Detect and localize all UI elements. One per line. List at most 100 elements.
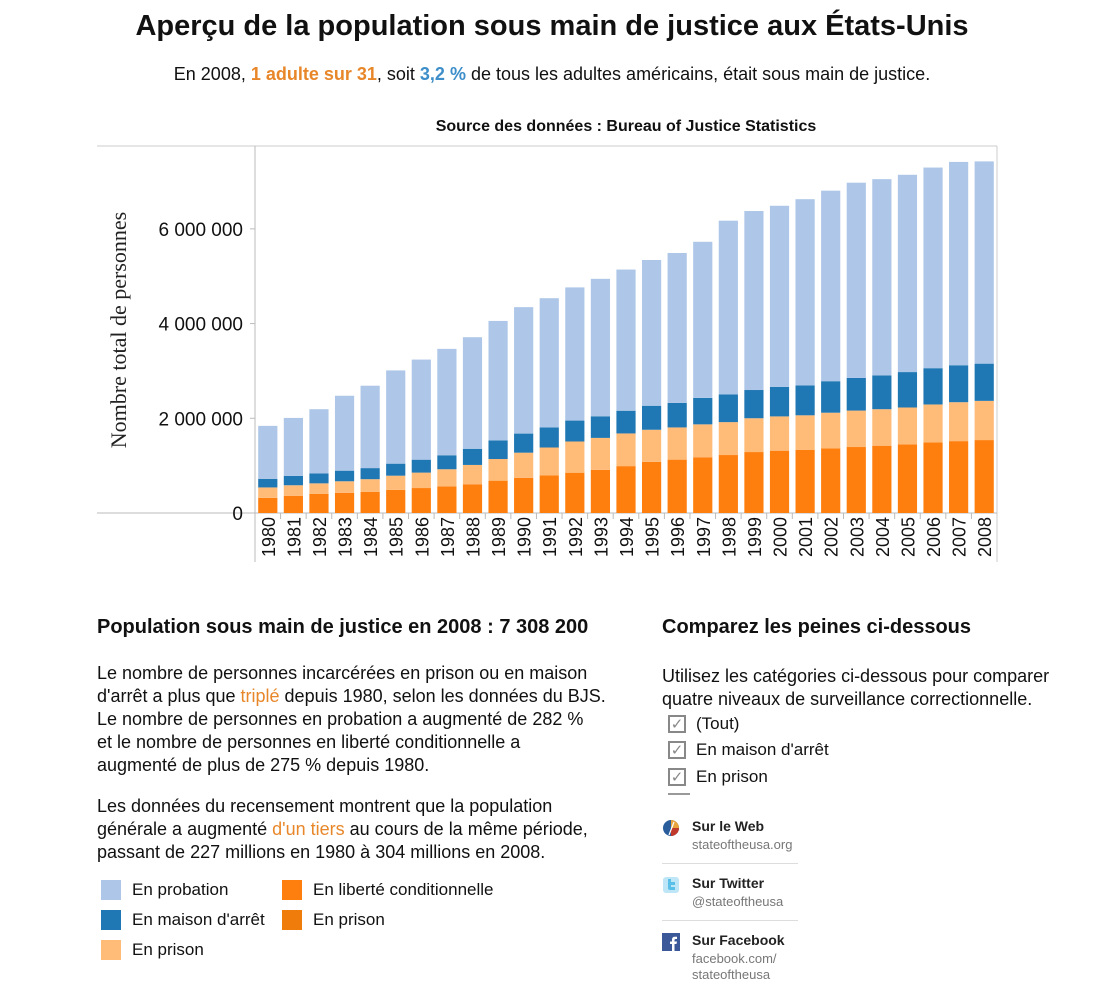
bar-segment-2007-0 [949,441,969,513]
bar-segment-1995-3 [641,259,662,406]
legend-swatch [101,910,121,930]
social-twitter-link[interactable]: Sur Twitter @stateoftheusa [662,875,783,909]
bar-segment-1987-1 [437,469,457,487]
social-subtitle: stateoftheusa [692,967,771,982]
x-tick-label-2006: 2006 [924,517,944,557]
bar-segment-1985-0 [386,489,406,513]
paragraph-census: Les données du recensement montrent que … [97,795,588,864]
bar-segment-1981-1 [283,485,303,496]
compare-heading: Comparez les peines ci-dessous [662,616,972,638]
subtitle-text: En 2008, [173,64,251,84]
bar-segment-2001-3 [795,199,815,386]
bar-segment-1984-3 [360,385,380,469]
web-globe-icon [663,820,679,836]
bar-segment-1984-0 [360,491,380,513]
bar-segment-2006-0 [923,442,943,513]
legend-item-prison[interactable]: En prison [282,910,385,930]
legend-swatch [282,910,302,930]
legend-label: En maison d'arrêt [132,910,265,929]
bar-segment-1994-1 [616,433,636,467]
bar-segment-2006-1 [923,404,943,443]
x-tick-label-1994: 1994 [617,517,637,557]
subtitle-highlight-ratio: 1 adulte sur 31 [250,64,377,84]
legend-item-prison-light[interactable]: En prison [101,940,204,960]
subtitle-text: , soit [376,64,420,84]
divider [662,863,798,864]
subtitle-text: de tous les adultes américains, était so… [465,64,931,84]
filter-list-scroll-edge[interactable] [668,793,690,795]
legend-item-parole[interactable]: En liberté conditionnelle [282,880,494,900]
bar-segment-1992-3 [565,287,585,421]
bar-segment-1991-2 [539,427,559,448]
bar-segment-1983-2 [334,470,355,482]
bar-segment-1995-1 [641,429,662,462]
filter-all[interactable]: ✓ (Tout) [668,714,739,734]
y-tick-label: 0 [232,504,243,525]
y-tick-label: 6 000 000 [158,220,243,241]
bar-segment-2005-3 [897,174,918,373]
filter-label: En prison [696,767,768,786]
social-title: Sur Twitter [692,875,765,891]
bar-segment-1985-3 [386,370,406,464]
bar-segment-1981-2 [283,475,303,486]
bar-segment-2004-2 [872,375,892,410]
bar-segment-2008-2 [974,363,994,401]
social-facebook-link[interactable]: Sur Facebook facebook.com/stateoftheusa [662,932,785,982]
bar-segment-2006-2 [923,368,943,405]
bar-segment-1984-1 [360,479,380,492]
legend-label: En liberté conditionnelle [313,880,494,899]
bar-segment-2002-1 [821,412,841,449]
bar-segment-1983-0 [334,492,355,513]
text-line: et le nombre de personnes en liberté con… [97,732,521,752]
social-title: Sur le Web [692,818,765,834]
bar-segment-1992-1 [565,441,585,473]
highlight-tripled: triplé [240,686,280,706]
bar-segment-1994-3 [616,269,636,411]
x-tick-label-1997: 1997 [694,517,714,557]
text: au cours de la même période, [344,819,588,839]
bar-segment-1994-0 [616,466,636,513]
legend-item-jail[interactable]: En maison d'arrêt [101,910,265,930]
bar-segment-1986-0 [411,488,431,513]
x-tick-label-1990: 1990 [515,517,535,557]
bar-segment-1989-3 [488,320,508,441]
filter-prison[interactable]: ✓ En prison [668,767,768,787]
checkbox[interactable]: ✓ [668,768,686,786]
bar-segment-1993-3 [590,278,611,417]
bar-segment-1989-1 [488,459,508,481]
bar-segment-2002-2 [821,381,841,413]
social-web-link[interactable]: Sur le Web stateoftheusa.org [662,818,792,852]
x-tick-label-1995: 1995 [643,517,663,557]
checkbox[interactable]: ✓ [668,715,686,733]
text-line: Utilisez les catégories ci-dessous pour … [662,666,1050,686]
bar-segment-1998-1 [718,422,738,456]
bar-segment-1997-2 [693,397,713,425]
bar-segment-1980-0 [258,497,278,513]
bar-segment-1993-0 [590,469,611,513]
bar-segment-2003-2 [846,377,866,411]
x-tick-label-2001: 2001 [796,517,816,557]
bar-segment-1992-0 [565,472,585,513]
bar-segment-2000-0 [769,450,790,513]
bar-segment-2006-3 [923,167,943,369]
text-line: générale a augmenté d'un tiers au cours … [97,818,588,841]
legend-swatch [282,880,302,900]
bar-segment-1991-3 [539,298,559,428]
bar-segment-1992-2 [565,420,585,442]
bar-segment-2000-3 [769,205,790,387]
bar-segment-2001-2 [795,385,815,416]
legend-item-probation[interactable]: En probation [101,880,228,900]
checkbox[interactable]: ✓ [668,741,686,759]
bar-segment-1988-1 [462,464,483,485]
x-tick-label-1984: 1984 [361,517,381,557]
filter-jail[interactable]: ✓ En maison d'arrêt [668,740,829,760]
bar-segment-2004-0 [872,445,892,513]
bar-segment-2005-0 [897,444,918,513]
legend-swatch [101,940,121,960]
bar-segment-1996-0 [667,459,687,513]
bar-segment-1998-0 [718,455,738,513]
x-tick-label-1983: 1983 [336,517,356,557]
x-tick-label-1981: 1981 [284,517,304,557]
text-line: Les données du recensement montrent que … [97,796,553,816]
subtitle-highlight-percent: 3,2 % [419,64,466,84]
